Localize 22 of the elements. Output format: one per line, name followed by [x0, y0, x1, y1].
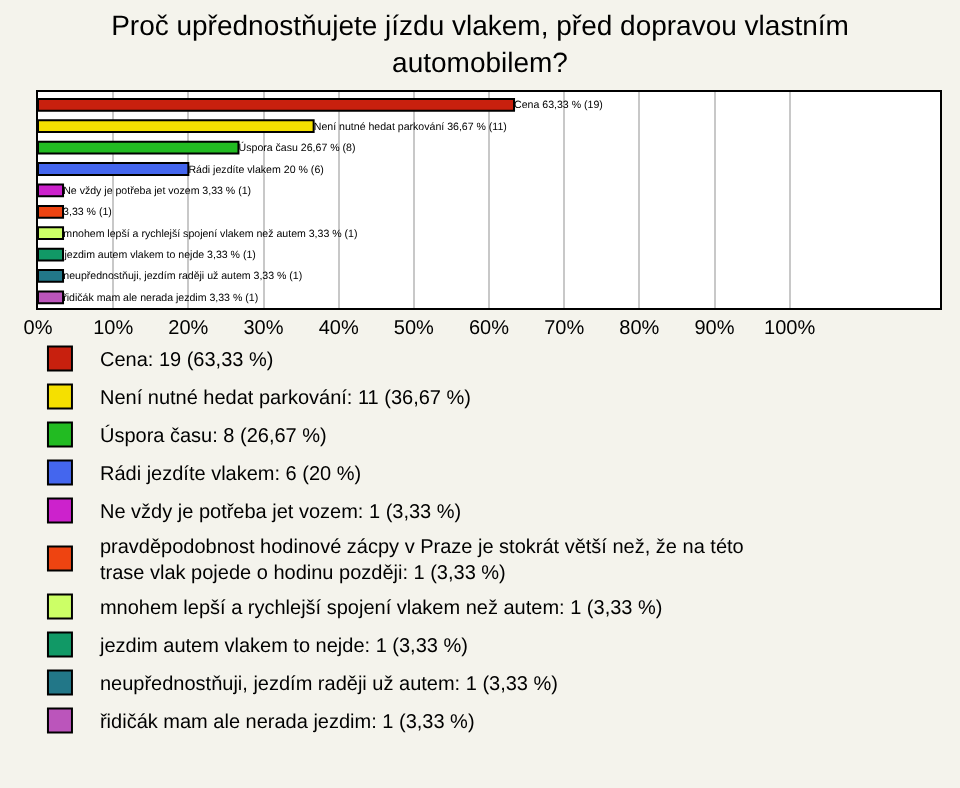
x-tick-label: 50% — [393, 318, 435, 340]
legend-label: Úspora času: 8 (26,67 %) — [99, 424, 327, 449]
legend-label: Není nutné hedat parkování: 11 (36,67 %) — [99, 388, 471, 411]
legend-label: jezdim autem vlakem to nejde: 1 (3,33 %) — [97, 636, 468, 659]
x-tick-label: 60% — [468, 318, 510, 340]
x-tick-label: 100% — [764, 318, 816, 340]
legend-label: neupřednostňuji, jezdím raději už autem: 1 (3,33 %) — [99, 674, 558, 697]
chart-title: Proč upřednostňujete jízdu vlakem, před dopravou vlastním automobilem? — [111, 9, 849, 78]
legend-label: mnohem lepší a rychlejší spojení vlakem než autem: 1 (3,33 %) — [99, 598, 663, 621]
legend-label: Ne vždy je potřeba jet vozem: 1 (3,33 %) — [99, 502, 462, 525]
x-tick-label: 10% — [93, 318, 134, 340]
x-tick-label: 40% — [318, 318, 359, 340]
legend-label: řidičák mam ale nerada jezdim: 1 (3,33 %) — [99, 712, 475, 735]
x-tick-label: 70% — [544, 318, 585, 340]
x-tick-label: 0% — [23, 318, 53, 340]
x-tick-label: 80% — [619, 318, 660, 340]
legend-label: Cena: 19 (63,33 %) — [99, 350, 274, 373]
x-tick-label: 20% — [168, 318, 209, 340]
legend-label: pravděpodobnost hodinové zácpy v Praze je stokrát větší než, že na této trase vlak pojede o hodinu později: 1 (3,33 %) — [99, 537, 745, 586]
x-tick-label: 90% — [694, 318, 735, 340]
x-tick-label: 30% — [243, 318, 284, 340]
legend-label: Rádi jezdíte vlakem: 6 (20 %) — [99, 464, 362, 487]
